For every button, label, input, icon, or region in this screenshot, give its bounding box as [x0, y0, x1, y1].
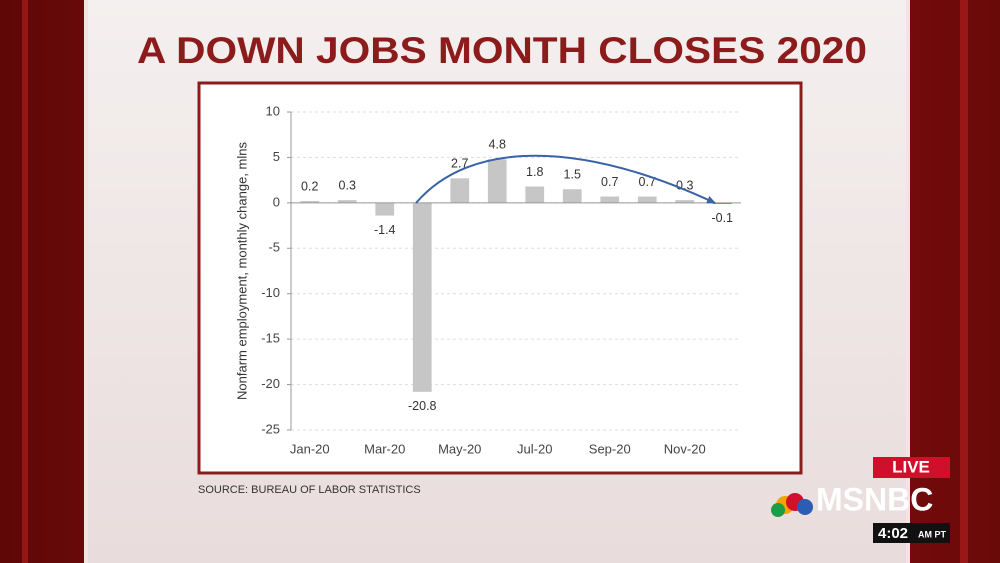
- live-badge: [873, 457, 950, 478]
- y-tick-label: 10: [266, 103, 280, 118]
- network-logo: [771, 493, 813, 517]
- trend-arrow: [415, 154, 716, 204]
- y-tick-label: -10: [261, 285, 280, 300]
- x-tick-label: Jul-20: [517, 441, 552, 456]
- bar: [337, 200, 357, 203]
- value-label: 1.8: [526, 165, 543, 179]
- clock-box: [873, 523, 950, 543]
- x-tick-label: Sep-20: [589, 441, 631, 456]
- value-label: 0.2: [301, 179, 318, 193]
- value-label: -1.4: [374, 223, 396, 237]
- network: MSNBC: [816, 481, 933, 517]
- panel-edge: [906, 0, 910, 563]
- plot: -25 -20 -15 -10 -5 0 5 10 Nonfarm employment, mo…: [234, 103, 741, 456]
- y-tick-label: -5: [268, 240, 280, 255]
- source: SOURCE: BUREAU OF LABOR STATISTICS: [198, 484, 421, 496]
- live-text: LIVE: [892, 457, 930, 476]
- bar: [487, 159, 507, 203]
- value-label: 0.7: [601, 175, 618, 189]
- stripe: [22, 0, 28, 563]
- x-tick-label: May-20: [438, 441, 481, 456]
- value-label: 2.7: [451, 157, 468, 171]
- bar: [412, 202, 432, 392]
- stripe: [960, 0, 968, 563]
- value-label: -0.1: [711, 211, 733, 225]
- headline: A DOWN JOBS MONTH CLOSES 2020: [137, 30, 867, 71]
- y-tick-label: 5: [273, 149, 280, 164]
- chart-frame: [197, 81, 803, 475]
- x-tick-label: Mar-20: [364, 441, 405, 456]
- bar: [562, 189, 582, 203]
- y-axis-title: Nonfarm employment, monthly change, mlns: [234, 142, 249, 400]
- time: 4:02: [878, 525, 908, 542]
- logo-feather: [797, 499, 813, 515]
- y-tick-label: -15: [261, 331, 280, 346]
- y-tick-label: -20: [261, 376, 280, 391]
- x-tick-label: Nov-20: [664, 441, 706, 456]
- y-tick-label: -25: [261, 421, 280, 436]
- bar: [450, 178, 470, 203]
- bar: [637, 196, 657, 203]
- value-label: -20.8: [408, 399, 437, 413]
- value-label: 4.8: [489, 138, 506, 152]
- bar: [375, 202, 395, 216]
- value-label: 1.5: [564, 168, 581, 182]
- x-tick-label: Jan-20: [290, 441, 330, 456]
- bar: [675, 200, 695, 203]
- value-label: 0.3: [339, 178, 356, 192]
- panel-edge: [84, 0, 88, 563]
- bar: [525, 186, 545, 203]
- time-zone: AM PT: [918, 529, 947, 539]
- bar: [300, 201, 320, 203]
- bar: [600, 196, 620, 203]
- logo-feather: [771, 503, 785, 517]
- y-tick-label: 0: [273, 194, 280, 209]
